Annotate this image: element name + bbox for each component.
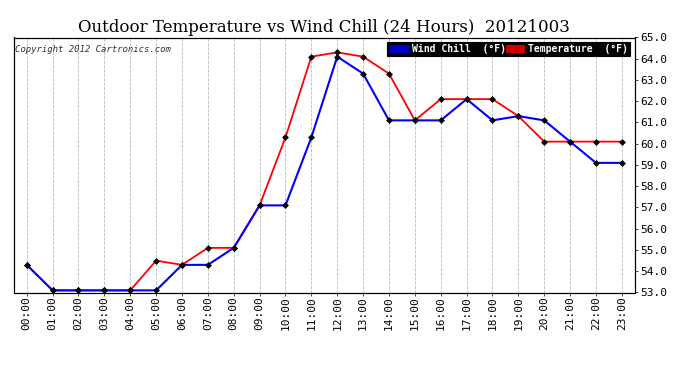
Legend: Wind Chill  (°F), Temperature  (°F): Wind Chill (°F), Temperature (°F) — [388, 42, 630, 56]
Text: Copyright 2012 Cartronics.com: Copyright 2012 Cartronics.com — [15, 45, 171, 54]
Title: Outdoor Temperature vs Wind Chill (24 Hours)  20121003: Outdoor Temperature vs Wind Chill (24 Ho… — [79, 19, 570, 36]
